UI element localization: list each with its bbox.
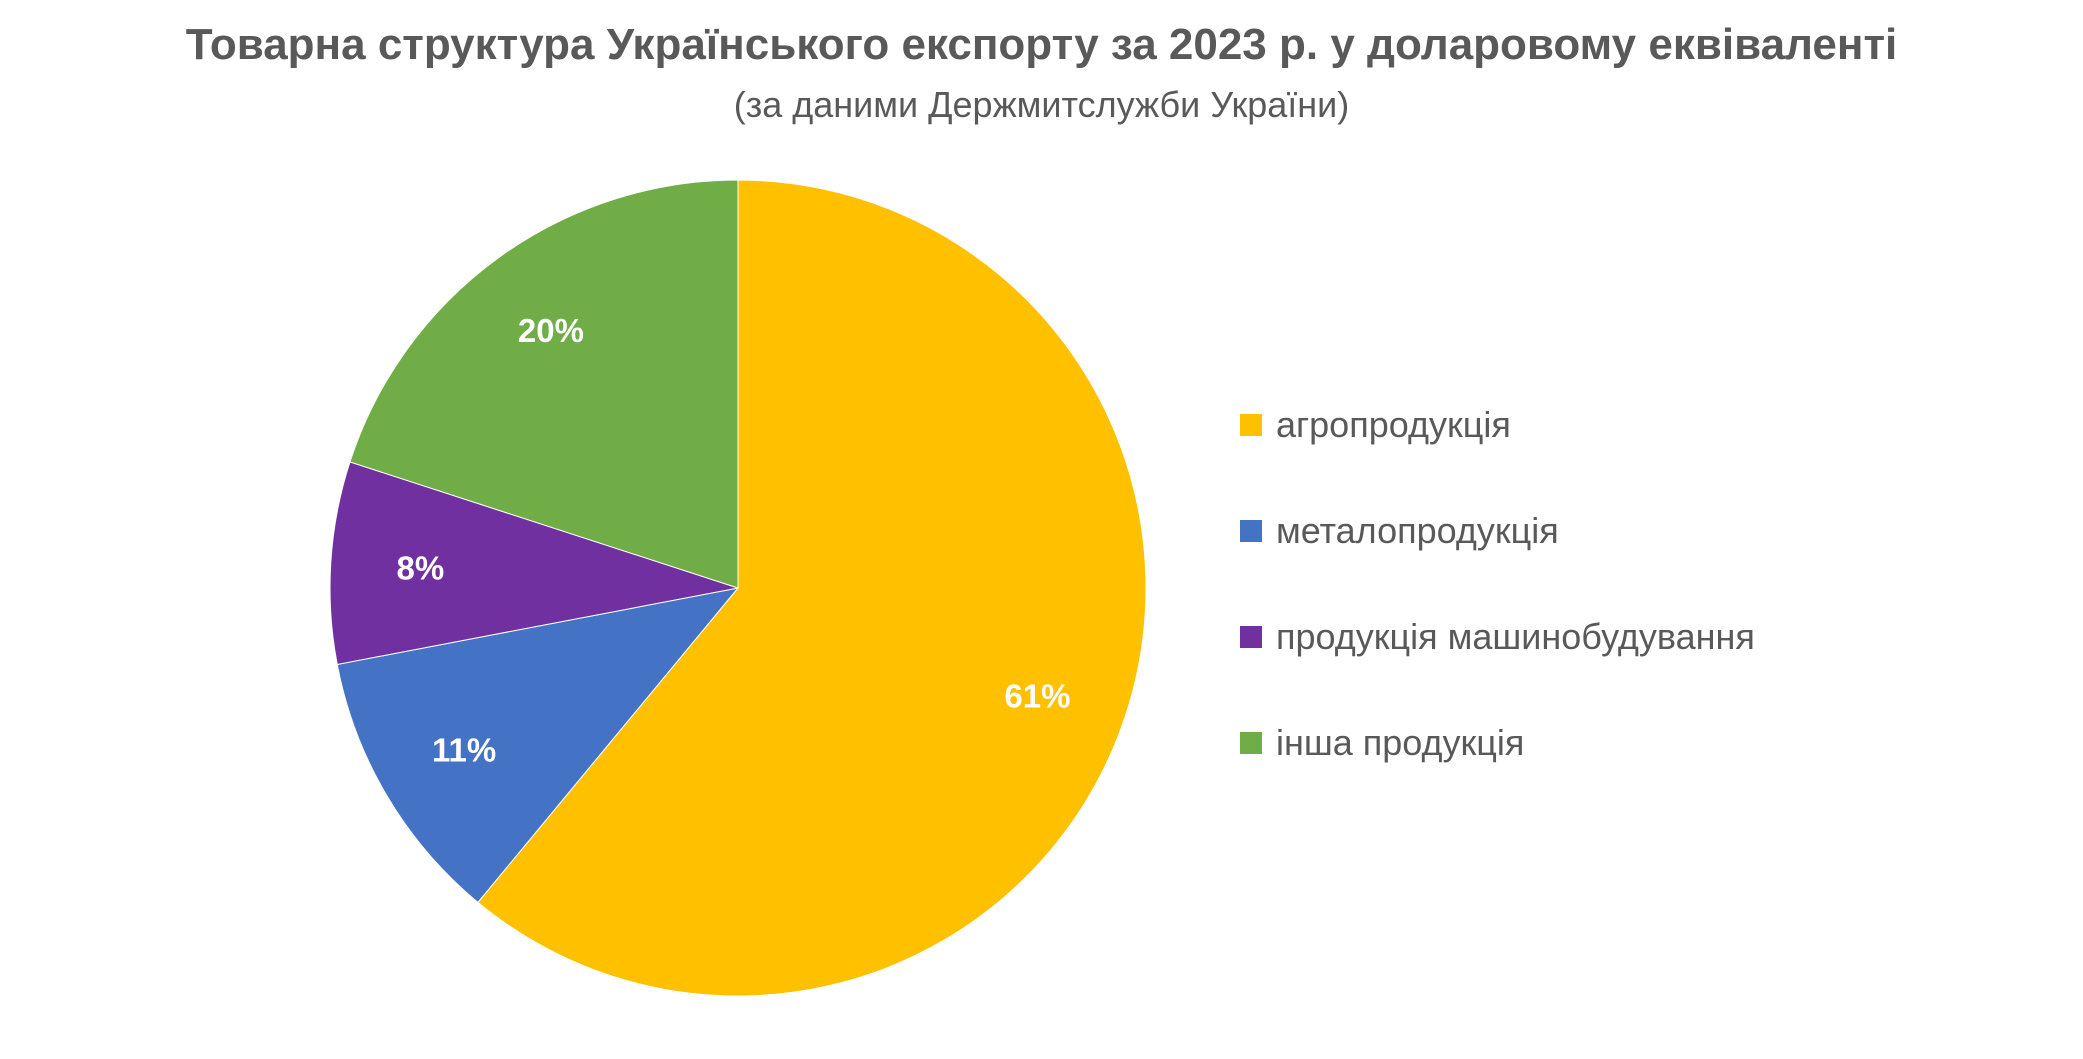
data-label-machinery: 8% (397, 550, 445, 587)
pie-slice-machinery (329, 461, 739, 666)
legend-swatch-machinery (1240, 626, 1262, 648)
legend-swatch-other (1240, 732, 1262, 754)
data-label-other: 20% (518, 312, 584, 349)
legend-item-other: інша продукція (1240, 722, 1755, 763)
legend: агропродукція металопродукція продукція … (1240, 404, 1755, 829)
data-label-agro: 61% (1004, 677, 1070, 714)
chart-title: Товарна структура Українського експорту … (185, 20, 1898, 69)
legend-label-agro: агропродукція (1276, 404, 1511, 445)
legend-item-agro: агропродукція (1240, 404, 1755, 445)
legend-item-machinery: продукція машинобудування (1240, 616, 1755, 657)
data-label-metal: 11% (432, 731, 496, 768)
legend-label-metal: металопродукція (1276, 510, 1559, 551)
pie-slice-metal (336, 587, 740, 904)
legend-swatch-agro (1240, 414, 1262, 436)
legend-swatch-metal (1240, 520, 1262, 542)
legend-label-machinery: продукція машинобудування (1276, 616, 1755, 657)
legend-label-other: інша продукція (1276, 722, 1525, 763)
legend-item-metal: металопродукція (1240, 510, 1755, 551)
chart-subtitle: (за даними Держмитслужби України) (733, 84, 1350, 125)
pie-slice-other (349, 179, 739, 589)
pie-slice-agro (477, 179, 1147, 997)
